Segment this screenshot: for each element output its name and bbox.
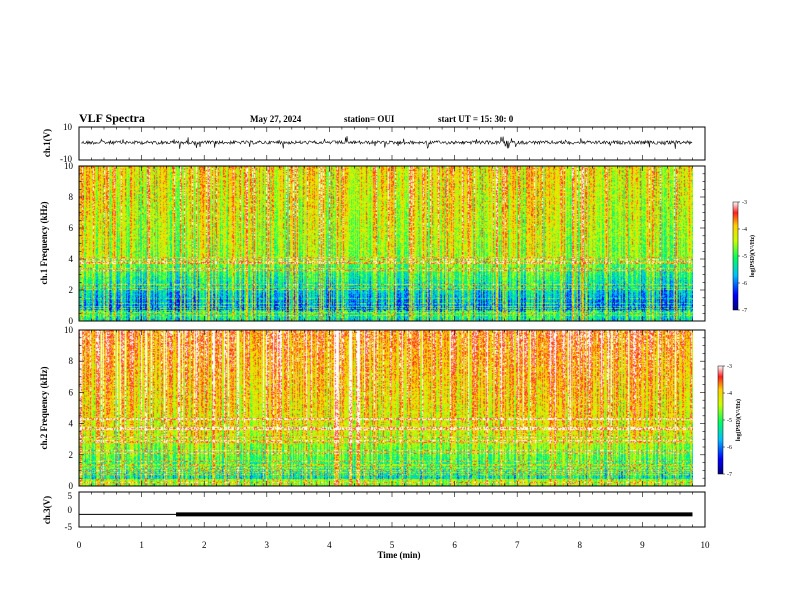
station-label: station= OUI <box>344 114 395 124</box>
ch1-waveform-line <box>81 136 693 149</box>
ch3-waveform-ylabel: ch.3(V) <box>42 496 52 524</box>
time-tick-label: 0 <box>77 540 82 550</box>
ch3-ytick-bottom: -5 <box>65 522 73 532</box>
ch2-colorbar-ticks: -3 -4 -5 -6 -7 <box>723 364 732 478</box>
colorbar-tick-label: -7 <box>742 308 747 314</box>
frequency-tick-label: 4 <box>69 254 74 264</box>
colorbar-tick-label: -7 <box>727 472 732 478</box>
ch1-colorbar <box>732 201 739 311</box>
frequency-tick-label: 6 <box>69 387 74 397</box>
frequency-tick-label: 10 <box>64 325 74 335</box>
ch1-waveform-ylabel: ch.1(V) <box>42 129 52 157</box>
time-tick-label: 4 <box>327 540 332 550</box>
figure-title: VLF Spectra <box>79 111 145 125</box>
frequency-tick-label: 2 <box>69 285 74 295</box>
ch2-colorbar-label: log(PSD)(V²/Hz) <box>735 399 742 441</box>
ch1-ytick-bottom: -10 <box>60 154 72 164</box>
ch2-colorbar <box>717 365 724 475</box>
colorbar-tick-label: -6 <box>742 281 747 287</box>
time-tick-label: 10 <box>701 540 711 550</box>
time-tick-label: 7 <box>515 540 520 550</box>
colorbar-tick-label: -4 <box>727 391 732 397</box>
ch2-spectrogram-yticks: 0 2 4 6 8 10 <box>64 325 705 491</box>
ch3-ytick-mid: 0 <box>68 505 73 515</box>
ch3-waveform-frame <box>78 491 706 528</box>
ch2-spectrogram-image <box>79 330 693 486</box>
frequency-tick-label: 8 <box>69 192 74 202</box>
ch1-colorbar-ticks: -3 -4 -5 -6 -7 <box>738 200 747 314</box>
frequency-tick-label: 0 <box>69 481 74 491</box>
ch2-spectrogram-ylabel: ch.2 Frequency (kHz) <box>39 366 49 449</box>
time-tick-label: 8 <box>578 540 583 550</box>
ch1-ytick-top: 10 <box>63 122 73 132</box>
time-tick-label: 9 <box>640 540 645 550</box>
colorbar-tick-label: -3 <box>742 200 747 206</box>
ch1-colorbar-label: log(PSD)(V²/Hz) <box>749 235 756 277</box>
ch1-spectrogram-image <box>79 166 693 321</box>
frequency-tick-label: 8 <box>69 356 74 366</box>
ch3-ytick-top: 5 <box>68 491 73 501</box>
ch1-spectrogram-yticks: 0 2 4 6 8 10 <box>64 161 705 326</box>
time-axis-tick-labels: 0 1 2 3 4 5 6 7 8 9 10 <box>77 540 710 550</box>
colorbar-tick-label: -4 <box>742 227 747 233</box>
colorbar-tick-label: -5 <box>727 418 732 424</box>
colorbar-tick-label: -3 <box>727 364 732 370</box>
time-tick-label: 5 <box>390 540 395 550</box>
frequency-tick-label: 2 <box>69 450 74 460</box>
ch1-spectrogram-ylabel: ch.1 Frequency (kHz) <box>39 201 49 284</box>
time-axis-label: Time (min) <box>377 550 420 560</box>
date-label: May 27, 2024 <box>250 114 302 124</box>
colorbar-tick-label: -5 <box>742 254 747 260</box>
time-axis-ticks <box>78 127 706 527</box>
time-tick-label: 2 <box>202 540 207 550</box>
time-tick-label: 3 <box>265 540 270 550</box>
start-ut-label: start UT = 15: 30: 0 <box>438 114 514 124</box>
frequency-tick-label: 6 <box>69 223 74 233</box>
frequency-tick-label: 4 <box>69 419 74 429</box>
colorbar-tick-label: -6 <box>727 445 732 451</box>
frequency-tick-label: 10 <box>64 161 74 171</box>
frequency-tick-label: 0 <box>69 316 74 326</box>
time-tick-label: 1 <box>139 540 144 550</box>
time-tick-label: 6 <box>452 540 457 550</box>
